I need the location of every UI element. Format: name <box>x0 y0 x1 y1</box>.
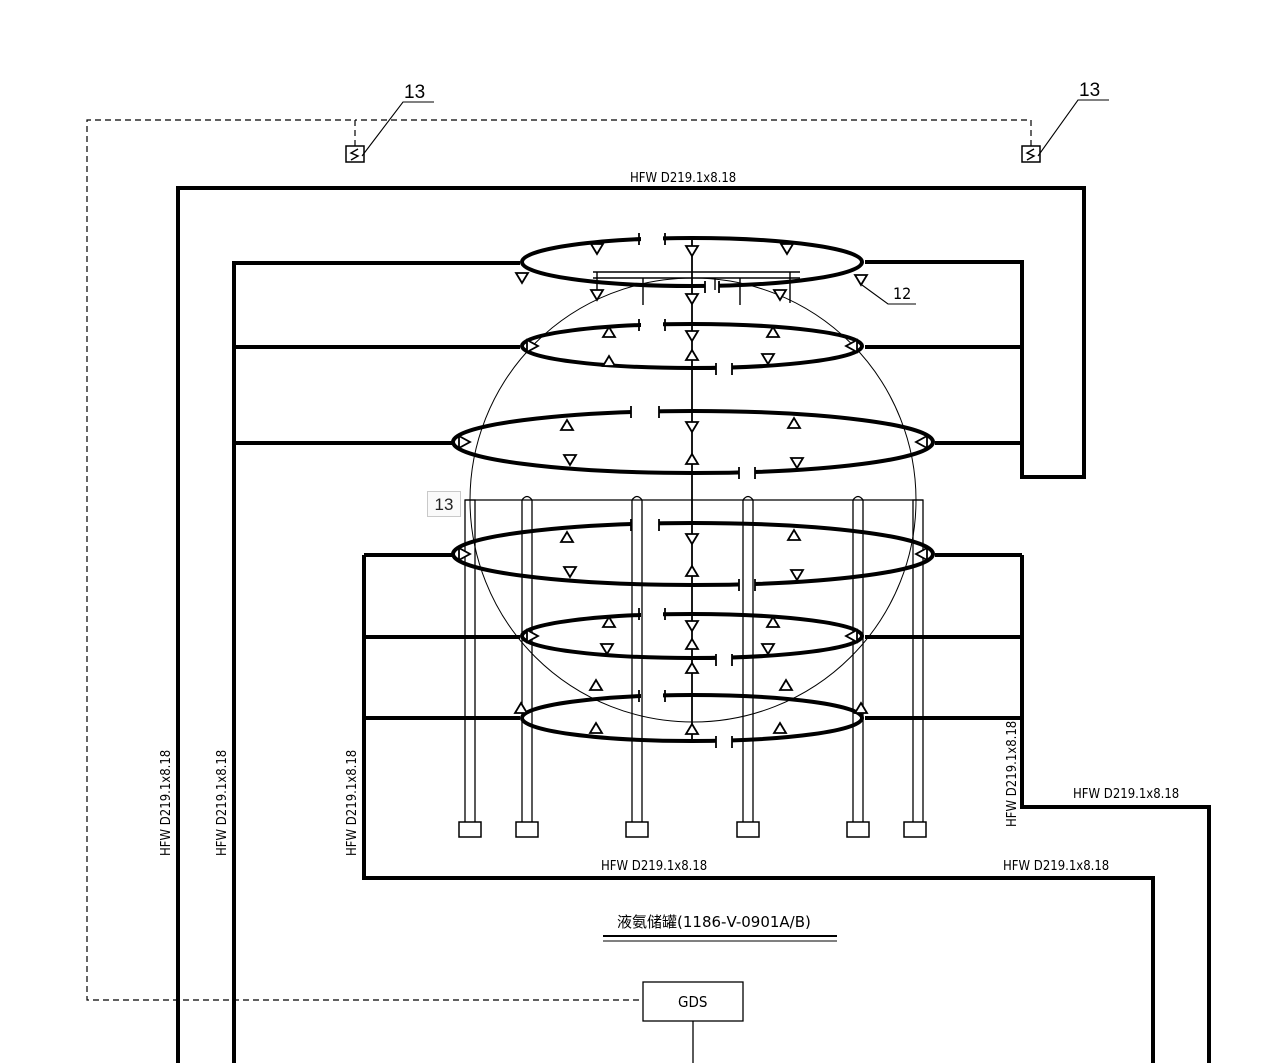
ring-flanges <box>630 232 756 748</box>
leader-lines <box>361 99 1109 305</box>
riser-bases <box>458 821 927 838</box>
gas-detector-right <box>1021 145 1041 163</box>
gas-detector-left <box>345 145 365 163</box>
svg-text:GDS: GDS <box>678 993 707 1011</box>
pipe-label-top: HFW D219.1x8.18 <box>630 171 736 186</box>
riser-tag-13: 13 <box>427 491 461 517</box>
callout-13-left: 13 <box>404 82 425 103</box>
pipe-label-bottom-center: HFW D219.1x8.18 <box>601 859 707 874</box>
spray-nozzles <box>458 243 928 735</box>
vessel-title: 液氨储罐(1186-V-0901A/B) <box>617 913 811 931</box>
pipe-label-right-vertical: HFW D219.1x8.18 <box>1005 721 1020 827</box>
vertical-risers <box>464 495 924 822</box>
pipe-label-left-inner: HFW D219.1x8.18 <box>215 750 230 856</box>
top-header <box>593 271 800 305</box>
callout-13-right: 13 <box>1079 80 1100 101</box>
pipe-label-bottom-right: HFW D219.1x8.18 <box>1003 859 1109 874</box>
signal-lines <box>86 119 1032 1001</box>
pipe-label-right-upper: HFW D219.1x8.18 <box>1073 787 1179 802</box>
gds-box: GDS <box>642 981 744 1063</box>
main-pipes <box>176 186 1211 1063</box>
callout-12: 12 <box>893 284 911 303</box>
pipe-label-left-lower: HFW D219.1x8.18 <box>345 750 360 856</box>
pipe-label-left-outer: HFW D219.1x8.18 <box>159 750 174 856</box>
